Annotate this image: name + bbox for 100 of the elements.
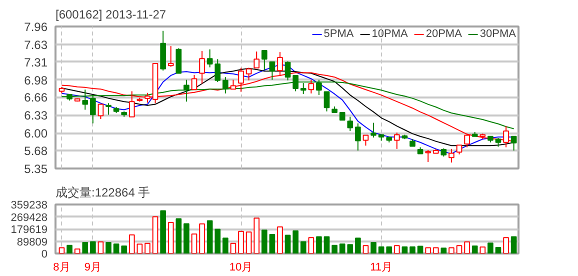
chart-title: [600162] 2013-11-27 bbox=[56, 8, 166, 22]
bar bbox=[425, 247, 431, 254]
x-tick-label: 8月 bbox=[53, 262, 70, 274]
y-tick-label: 359238 bbox=[10, 200, 48, 212]
y-tick-label: 6.66 bbox=[24, 90, 48, 105]
bar bbox=[300, 241, 306, 254]
bar bbox=[308, 237, 314, 254]
legend-label: 10PMA bbox=[372, 28, 408, 40]
bar bbox=[503, 237, 509, 254]
bar bbox=[332, 244, 338, 254]
bar bbox=[370, 242, 376, 254]
bar bbox=[106, 242, 112, 254]
candlestick bbox=[370, 122, 376, 138]
bar bbox=[261, 230, 268, 254]
candlestick bbox=[128, 90, 135, 118]
candlestick bbox=[206, 48, 213, 68]
bar bbox=[144, 242, 150, 254]
bar bbox=[440, 248, 447, 254]
bar bbox=[136, 244, 143, 254]
bar bbox=[82, 242, 88, 254]
bar bbox=[355, 238, 361, 254]
bar bbox=[495, 247, 502, 254]
bar bbox=[488, 242, 494, 254]
candlestick bbox=[214, 58, 221, 82]
candlestick bbox=[510, 136, 517, 152]
x-tick-label: 9月 bbox=[84, 262, 102, 274]
bar bbox=[510, 236, 517, 254]
candlestick bbox=[324, 91, 330, 112]
bar bbox=[246, 231, 252, 254]
bar bbox=[284, 234, 291, 254]
candlestick bbox=[82, 89, 88, 110]
bar bbox=[74, 248, 80, 254]
legend-label: 5PMA bbox=[324, 28, 354, 40]
bar bbox=[214, 228, 221, 254]
candlestick bbox=[144, 92, 150, 104]
y-tick-label: 5.35 bbox=[24, 162, 48, 176]
candlestick bbox=[269, 61, 276, 80]
y-tick-label: 179619 bbox=[10, 224, 48, 236]
y-tick-label: 89809 bbox=[16, 236, 48, 248]
bar bbox=[402, 246, 408, 254]
bar bbox=[222, 238, 228, 254]
bar bbox=[480, 246, 486, 254]
bar bbox=[316, 236, 322, 254]
candlestick bbox=[425, 150, 431, 162]
candlestick bbox=[355, 122, 361, 152]
candlestick bbox=[448, 148, 454, 164]
bar bbox=[292, 230, 298, 254]
candlestick bbox=[90, 94, 96, 124]
candlestick bbox=[261, 50, 268, 71]
candlestick bbox=[284, 60, 291, 81]
chart-title: 成交量:122864 手 bbox=[56, 186, 150, 200]
bar bbox=[410, 246, 416, 254]
bar bbox=[464, 241, 470, 254]
y-tick-label: 7.96 bbox=[24, 20, 48, 34]
candlestick bbox=[246, 67, 252, 81]
candlestick bbox=[456, 144, 462, 155]
y-tick-label: 269428 bbox=[10, 212, 48, 224]
bar bbox=[121, 246, 128, 254]
bar bbox=[472, 246, 478, 254]
y-tick-label: 7.63 bbox=[24, 38, 48, 52]
candlestick bbox=[347, 116, 354, 132]
candlestick bbox=[176, 48, 182, 74]
candlestick bbox=[394, 132, 400, 150]
bar bbox=[238, 230, 244, 254]
bar bbox=[152, 216, 158, 254]
candlestick bbox=[98, 104, 104, 120]
legend-label: 20PMA bbox=[426, 28, 462, 40]
bar bbox=[378, 246, 384, 254]
bar bbox=[432, 247, 439, 254]
candlestick bbox=[230, 79, 236, 90]
bar bbox=[324, 236, 330, 254]
bar bbox=[98, 241, 104, 254]
candlestick bbox=[199, 50, 205, 84]
candlestick bbox=[254, 51, 260, 68]
y-tick-label: 0 bbox=[41, 248, 48, 260]
bar bbox=[386, 246, 392, 254]
y-tick-label: 7.31 bbox=[24, 55, 48, 70]
bar bbox=[66, 244, 72, 254]
bar bbox=[230, 242, 236, 254]
bar bbox=[277, 226, 283, 254]
bar bbox=[113, 243, 120, 254]
bar bbox=[417, 246, 424, 254]
bar bbox=[362, 245, 369, 254]
bar bbox=[184, 223, 190, 254]
bar bbox=[456, 245, 462, 254]
y-tick-label: 6.00 bbox=[24, 126, 48, 141]
candlestick bbox=[362, 134, 369, 146]
bar bbox=[254, 218, 260, 254]
candlestick bbox=[308, 79, 314, 94]
legend-label: 30PMA bbox=[480, 28, 516, 40]
bar bbox=[90, 241, 96, 254]
candlestick bbox=[168, 46, 174, 68]
bar bbox=[199, 223, 205, 254]
y-tick-label: 6.98 bbox=[24, 73, 48, 88]
bar bbox=[168, 222, 174, 254]
bar bbox=[394, 245, 400, 254]
y-tick-label: 5.68 bbox=[24, 144, 48, 158]
candlestick bbox=[106, 102, 112, 116]
bar bbox=[176, 218, 182, 254]
bar bbox=[128, 234, 135, 254]
